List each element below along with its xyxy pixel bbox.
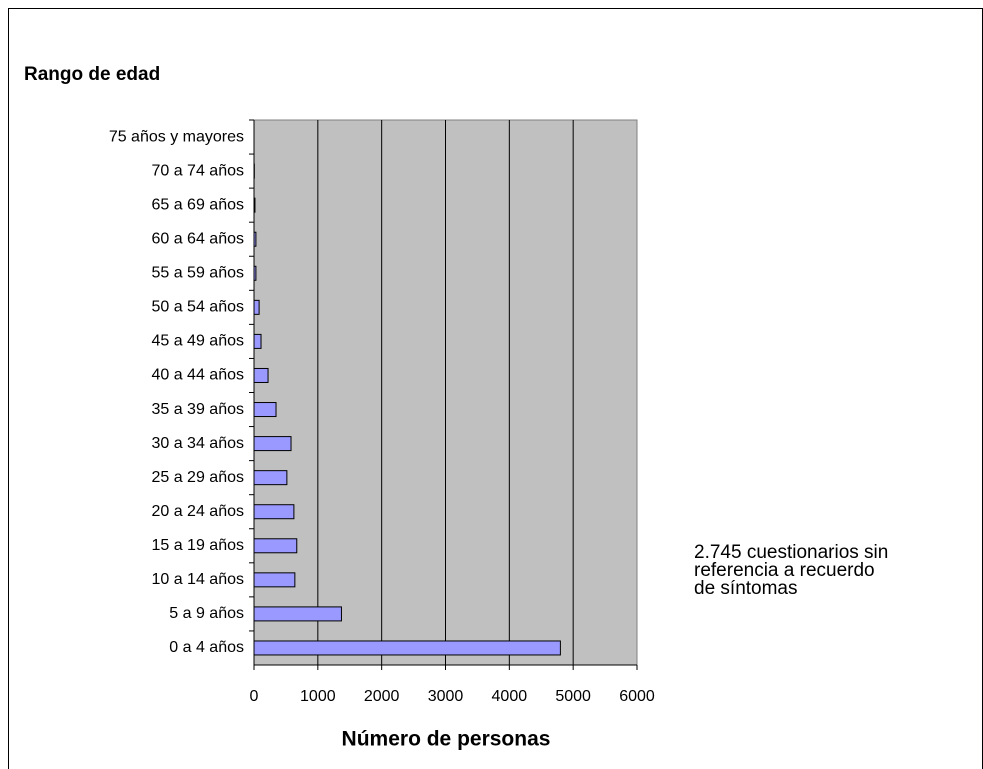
y-tick-label: 60 a 64 años bbox=[151, 230, 244, 247]
bar bbox=[253, 299, 260, 315]
bar bbox=[253, 231, 257, 247]
y-tick-label: 25 a 29 años bbox=[151, 469, 244, 486]
bar bbox=[253, 572, 296, 588]
y-tick-label: 0 a 4 años bbox=[169, 639, 244, 656]
x-tick-label: 4000 bbox=[492, 688, 528, 705]
y-tick-label: 15 a 19 años bbox=[151, 537, 244, 554]
x-tick-label: 5000 bbox=[555, 688, 591, 705]
annotation: 2.745 cuestionarios sin bbox=[694, 542, 888, 563]
bar bbox=[253, 504, 295, 520]
x-tick-label: 0 bbox=[250, 688, 259, 705]
y-tick-label: 65 a 69 años bbox=[151, 196, 244, 213]
bar bbox=[253, 640, 561, 656]
x-tick-label: 2000 bbox=[364, 688, 400, 705]
bar bbox=[253, 470, 288, 486]
bar bbox=[253, 333, 262, 349]
y-tick-label: 50 a 54 años bbox=[151, 299, 244, 316]
y-tick-label: 35 a 39 años bbox=[151, 401, 244, 418]
bar bbox=[253, 265, 257, 281]
bar bbox=[253, 367, 269, 383]
x-tick-label: 6000 bbox=[619, 688, 655, 705]
bar bbox=[253, 606, 342, 622]
y-tick-label: 55 a 59 años bbox=[151, 265, 244, 282]
y-tick-label: 40 a 44 años bbox=[151, 367, 244, 384]
y-tick-label: 45 a 49 años bbox=[151, 333, 244, 350]
bar bbox=[253, 436, 292, 452]
y-tick-label: 20 a 24 años bbox=[151, 503, 244, 520]
annotation: de síntomas bbox=[694, 578, 798, 599]
x-tick-label: 1000 bbox=[300, 688, 336, 705]
x-tick-label: 3000 bbox=[428, 688, 464, 705]
annotation: referencia a recuerdo bbox=[694, 560, 875, 581]
y-tick-label: 70 a 74 años bbox=[151, 162, 244, 179]
bar bbox=[253, 538, 298, 554]
y-tick-label: 75 años y mayores bbox=[109, 128, 244, 145]
y-tick-label: 5 a 9 años bbox=[169, 605, 244, 622]
bar bbox=[253, 197, 256, 213]
bar bbox=[253, 402, 277, 418]
chart-title: Rango de edad bbox=[24, 64, 160, 85]
x-axis-title: Número de personas bbox=[342, 728, 551, 751]
y-tick-label: 30 a 34 años bbox=[151, 435, 244, 452]
y-tick-label: 10 a 14 años bbox=[151, 571, 244, 588]
